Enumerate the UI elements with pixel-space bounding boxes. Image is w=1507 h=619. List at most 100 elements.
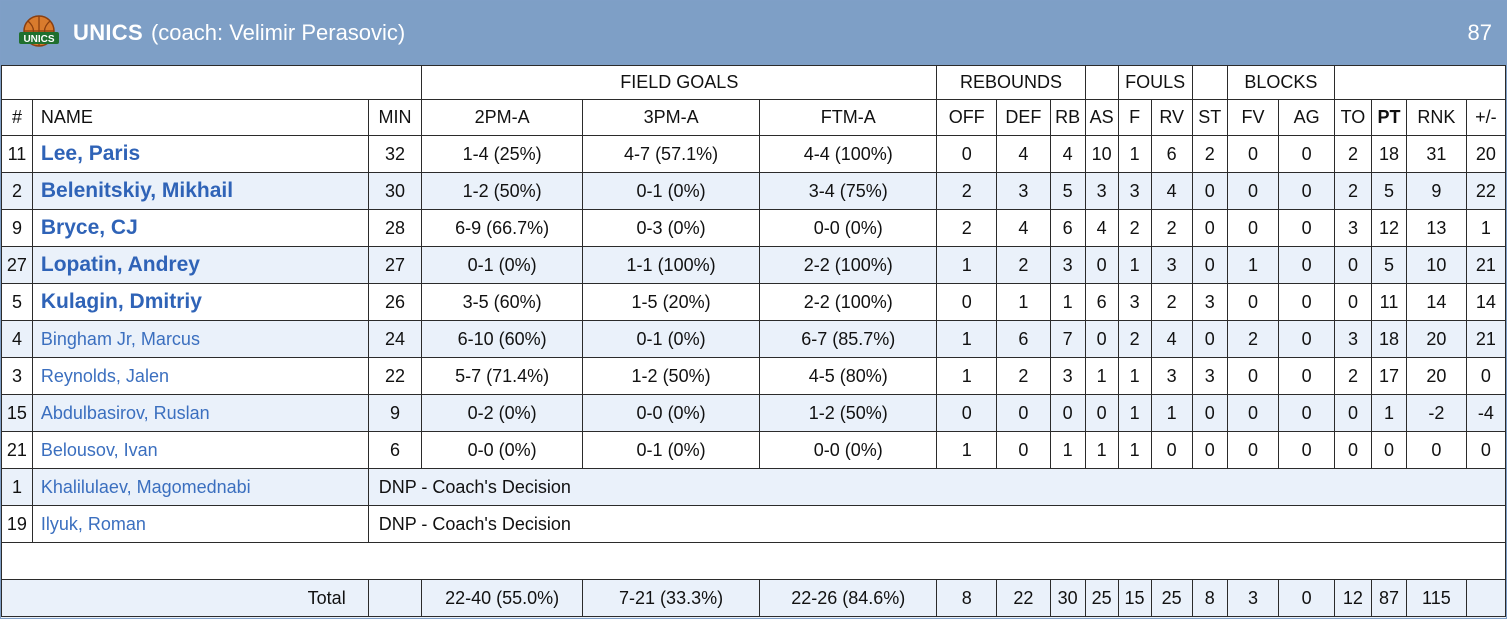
stat-to: 3 <box>1333 209 1372 247</box>
player-name-cell: Belenitskiy, Mikhail <box>31 172 369 210</box>
stat-fv: 0 <box>1226 135 1280 173</box>
player-name-link[interactable]: Belenitskiy, Mikhail <box>40 179 234 202</box>
stat-rb: 3 <box>1049 357 1086 395</box>
team-name-link[interactable]: UNICS <box>73 20 143 45</box>
stat-fv: 0 <box>1226 283 1280 321</box>
stat-ag: 0 <box>1278 394 1335 432</box>
player-name-link[interactable]: Bingham Jr, Marcus <box>40 328 200 349</box>
player-name-link[interactable]: Reynolds, Jalen <box>40 365 169 386</box>
stat-pt: 5 <box>1370 246 1408 284</box>
player-number: 15 <box>1 394 33 432</box>
player-name-link[interactable]: Abdulbasirov, Ruslan <box>40 402 210 423</box>
stat-f: 1 <box>1117 431 1152 469</box>
stat-min: 32 <box>367 135 423 173</box>
player-row: 27 Lopatin, Andrey 27 0-1 (0%) 1-1 (100%) 2-2… <box>1 246 1507 284</box>
player-name-link[interactable]: Belousov, Ivan <box>40 439 158 460</box>
stat-rb: 1 <box>1049 431 1086 469</box>
stat-rnk: 9 <box>1406 172 1467 210</box>
group-header-row: FIELD GOALS REBOUNDS FOULS BLOCKS <box>0 65 1507 100</box>
stat-p2: 5-7 (71.4%) <box>421 357 583 395</box>
stat-to: 0 <box>1333 283 1372 321</box>
stat-ag: 0 <box>1278 172 1335 210</box>
group-blank <box>0 65 423 100</box>
stat-as: 1 <box>1084 431 1119 469</box>
stat-f: 1 <box>1117 357 1152 395</box>
stat-as: 1 <box>1084 357 1119 395</box>
stat-p2: 1-2 (50%) <box>421 172 583 210</box>
player-name-cell: Khalilulaev, Magomednabi <box>31 468 369 506</box>
stat-def: 1 <box>996 283 1051 321</box>
player-row: 15 Abdulbasirov, Ruslan 9 0-2 (0%) 0-0 (0%) 1… <box>1 394 1507 432</box>
total-pm <box>1465 579 1507 617</box>
stat-def: 0 <box>996 394 1051 432</box>
stat-rnk: 14 <box>1406 283 1467 321</box>
group-blank-as <box>1084 65 1119 100</box>
team-header: UNICS UNICS (coach: Velimir Perasovic) 8… <box>1 1 1506 65</box>
total-f: 15 <box>1117 579 1152 617</box>
player-row: 11 Lee, Paris 32 1-4 (25%) 4-7 (57.1%) 4-4 (1… <box>1 135 1507 173</box>
stat-pt: 12 <box>1370 209 1408 247</box>
player-name-cell: Bryce, CJ <box>31 209 369 247</box>
stat-rb: 4 <box>1049 135 1086 173</box>
total-to: 12 <box>1333 579 1372 617</box>
stat-ag: 0 <box>1278 135 1335 173</box>
stat-def: 6 <box>996 320 1051 358</box>
stat-ag: 0 <box>1278 209 1335 247</box>
stat-as: 0 <box>1084 246 1119 284</box>
player-name-link[interactable]: Ilyuk, Roman <box>40 513 146 534</box>
stat-rb: 1 <box>1049 283 1086 321</box>
stat-ag: 0 <box>1278 320 1335 358</box>
stat-p2: 0-1 (0%) <box>421 246 583 284</box>
stat-p3: 0-1 (0%) <box>581 320 761 358</box>
stat-pm: 22 <box>1465 172 1507 210</box>
stat-to: 2 <box>1333 357 1372 395</box>
total-rv: 25 <box>1150 579 1193 617</box>
player-name-link[interactable]: Kulagin, Dmitriy <box>40 290 202 313</box>
stat-ft: 0-0 (0%) <box>759 209 938 247</box>
stat-min: 26 <box>367 283 423 321</box>
total-as: 25 <box>1084 579 1119 617</box>
player-name-link[interactable]: Lee, Paris <box>40 142 141 165</box>
stat-f: 1 <box>1117 394 1152 432</box>
stat-pt: 5 <box>1370 172 1408 210</box>
player-name-link[interactable]: Khalilulaev, Magomednabi <box>40 476 251 497</box>
total-st: 8 <box>1191 579 1228 617</box>
stat-off: 0 <box>936 394 998 432</box>
player-row: 5 Kulagin, Dmitriy 26 3-5 (60%) 1-5 (20%) 2-2… <box>1 283 1507 321</box>
stat-rv: 2 <box>1150 283 1193 321</box>
stat-fv: 0 <box>1226 357 1280 395</box>
group-rebounds: REBOUNDS <box>936 65 1086 100</box>
player-stats-table: FIELD GOALS REBOUNDS FOULS BLOCKS # NAME… <box>0 65 1507 617</box>
stat-p2: 0-0 (0%) <box>421 431 583 469</box>
player-row: 9 Bryce, CJ 28 6-9 (66.7%) 0-3 (0%) 0-0 (0%) 2… <box>1 209 1507 247</box>
player-number: 27 <box>1 246 33 284</box>
stat-pt: 18 <box>1370 135 1408 173</box>
stat-p2: 6-10 (60%) <box>421 320 583 358</box>
stat-pm: 14 <box>1465 283 1507 321</box>
col-pm: +/- <box>1465 99 1507 136</box>
stat-f: 2 <box>1117 209 1152 247</box>
player-name-link[interactable]: Lopatin, Andrey <box>40 253 200 276</box>
col-ag: AG <box>1278 99 1335 136</box>
stat-ft: 4-5 (80%) <box>759 357 938 395</box>
stat-off: 2 <box>936 172 998 210</box>
stat-rb: 7 <box>1049 320 1086 358</box>
player-name-link[interactable]: Bryce, CJ <box>40 216 138 239</box>
stat-f: 1 <box>1117 246 1152 284</box>
total-pt: 87 <box>1370 579 1408 617</box>
stat-rnk: 10 <box>1406 246 1467 284</box>
stat-st: 0 <box>1191 431 1228 469</box>
stat-as: 10 <box>1084 135 1119 173</box>
stat-as: 4 <box>1084 209 1119 247</box>
total-def: 22 <box>996 579 1051 617</box>
stat-off: 1 <box>936 320 998 358</box>
stat-min: 9 <box>367 394 423 432</box>
stat-st: 0 <box>1191 172 1228 210</box>
player-name-cell: Reynolds, Jalen <box>31 357 369 395</box>
player-row: 4 Bingham Jr, Marcus 24 6-10 (60%) 0-1 (0%) 6… <box>1 320 1507 358</box>
player-row: 2 Belenitskiy, Mikhail 30 1-2 (50%) 0-1 (0%)… <box>1 172 1507 210</box>
stat-f: 1 <box>1117 135 1152 173</box>
column-header-row: # NAME MIN 2PM-A 3PM-A FTM-A OFF DEF RB … <box>1 99 1507 136</box>
stat-ft: 2-2 (100%) <box>759 283 938 321</box>
stat-p3: 1-2 (50%) <box>581 357 761 395</box>
